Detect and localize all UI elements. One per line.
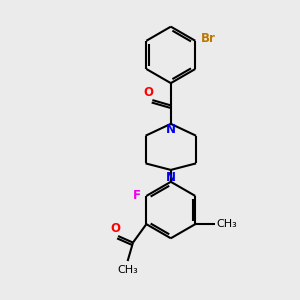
Text: O: O (110, 222, 120, 235)
Text: N: N (166, 123, 176, 136)
Text: N: N (166, 170, 176, 184)
Text: O: O (143, 86, 153, 100)
Text: CH₃: CH₃ (117, 265, 138, 275)
Text: CH₃: CH₃ (216, 219, 237, 229)
Text: F: F (132, 189, 140, 202)
Text: Br: Br (201, 32, 215, 45)
